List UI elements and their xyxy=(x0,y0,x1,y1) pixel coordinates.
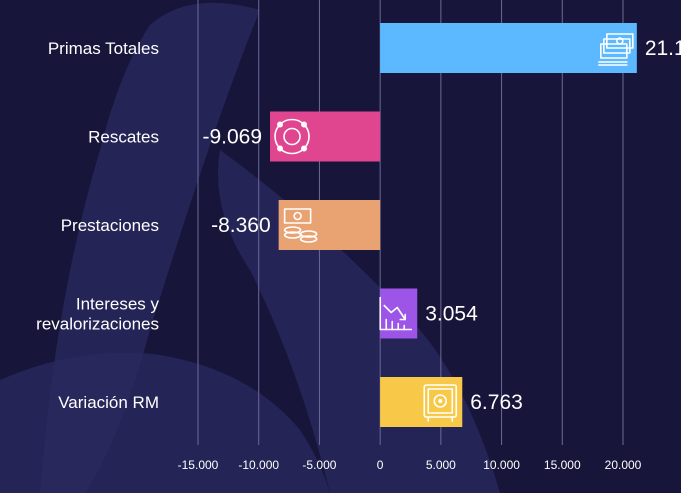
data-label: 3.054 xyxy=(425,303,478,326)
x-tick-label: 0 xyxy=(377,458,384,472)
category-label: Prestaciones xyxy=(61,216,159,235)
safe-icon xyxy=(423,384,458,422)
data-label: -9.069 xyxy=(202,126,262,149)
labels-layer: 21.139 Primas Totales -9.069 Rescates -8.360… xyxy=(36,37,681,414)
bar xyxy=(270,111,381,162)
category-label: revalorizaciones xyxy=(36,315,159,334)
bar xyxy=(380,23,637,73)
x-tick-label: 10.000 xyxy=(483,458,520,472)
x-tick-label: -15.000 xyxy=(178,458,219,472)
category-label: Primas Totales xyxy=(48,39,159,58)
category-label: Intereses y xyxy=(76,295,160,314)
x-axis: -15.000 -10.000 -5.000 0 5.000 10.000 15.000 20… xyxy=(178,458,642,472)
bar xyxy=(278,200,381,250)
x-tick-label: 20.000 xyxy=(605,458,642,472)
data-label: 21.139 xyxy=(645,37,681,60)
data-label: 6.763 xyxy=(470,391,523,414)
lifebuoy-icon xyxy=(274,118,310,155)
trend-chart-icon xyxy=(379,296,413,331)
data-label: -8.360 xyxy=(211,214,271,237)
x-tick-label: 5.000 xyxy=(426,458,456,472)
bar xyxy=(380,288,418,339)
money-stack-icon xyxy=(598,33,634,66)
x-tick-label: 15.000 xyxy=(544,458,581,472)
x-tick-label: -10.000 xyxy=(238,458,279,472)
coins-bill-icon xyxy=(283,208,318,243)
bars-layer xyxy=(270,23,637,427)
category-label: Rescates xyxy=(88,128,159,147)
category-label: Variación RM xyxy=(58,393,159,412)
x-tick-label: -5.000 xyxy=(302,458,336,472)
